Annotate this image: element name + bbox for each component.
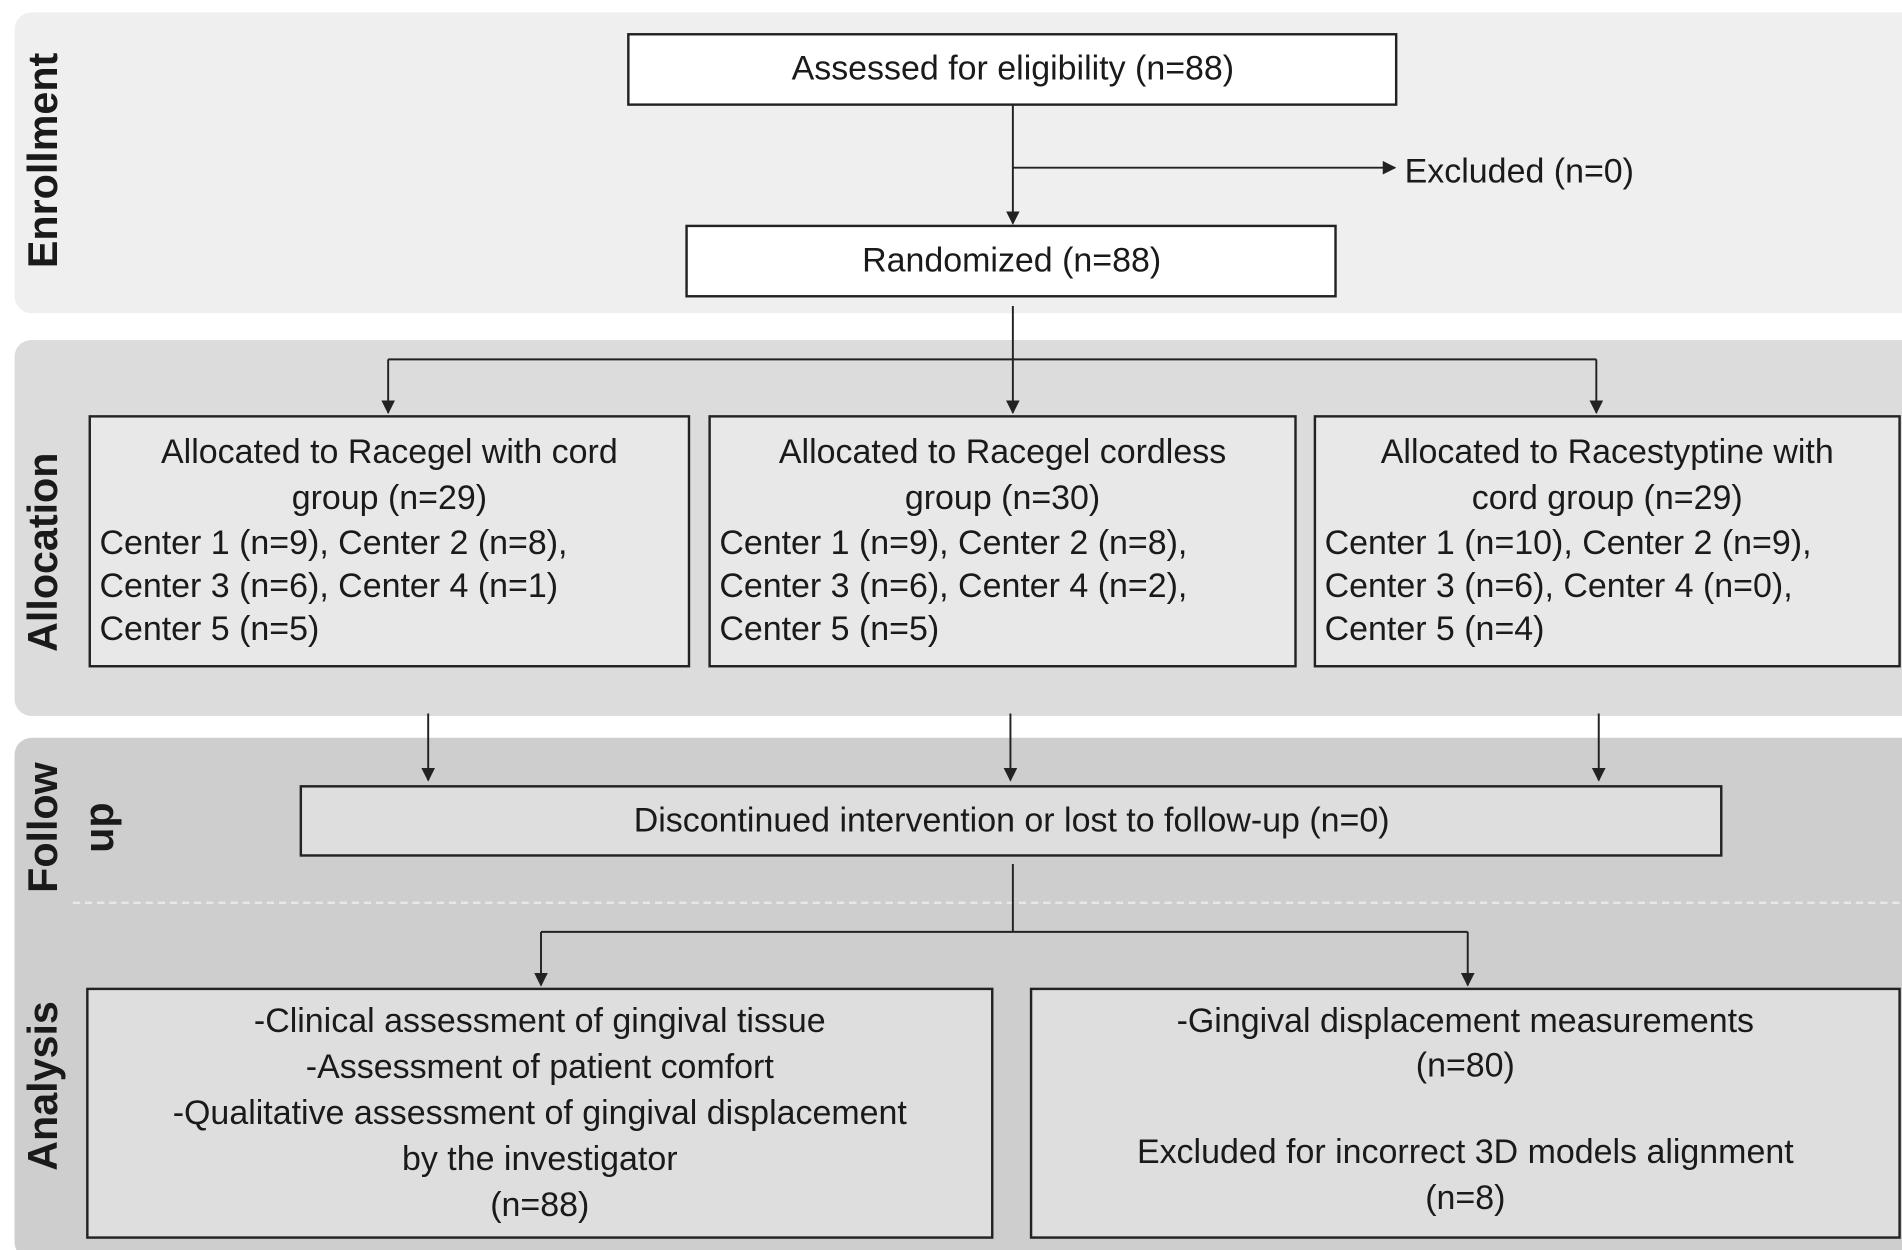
analysis-line: Excluded for incorrect 3D models alignme… — [1137, 1133, 1794, 1171]
allocation-title: Allocated to Racestyptine with — [1381, 433, 1834, 471]
allocation-detail: Center 3 (n=6), Center 4 (n=2), — [719, 567, 1187, 605]
stage-label: Follow — [20, 761, 66, 892]
analysis-box — [1029, 987, 1901, 1239]
analysis-line: -Gingival displacement measurements — [1177, 1002, 1754, 1040]
allocation-detail: Center 5 (n=5) — [99, 610, 319, 648]
allocation-box — [708, 415, 1297, 668]
assessed-box — [627, 33, 1398, 106]
allocation-title: Allocated to Racegel cordless — [779, 433, 1226, 471]
followup-box — [299, 785, 1723, 857]
connectors — [381, 104, 1606, 987]
allocation-box — [88, 415, 691, 668]
assessed-text: Assessed for eligibility (n=88) — [792, 50, 1235, 88]
analysis-line: (n=88) — [490, 1186, 589, 1224]
randomized-box — [685, 224, 1337, 298]
allocation-detail: Center 3 (n=6), Center 4 (n=1) — [99, 567, 558, 605]
analysis-line: -Assessment of patient comfort — [306, 1048, 775, 1086]
excluded-text: Excluded (n=0) — [1405, 153, 1634, 191]
allocation-box — [1313, 415, 1901, 668]
stage-label: up — [76, 802, 122, 852]
allocation-detail: Center 1 (n=9), Center 2 (n=8), — [99, 524, 567, 562]
allocation-detail: Center 1 (n=10), Center 2 (n=9), — [1325, 524, 1812, 562]
allocation-detail: Center 5 (n=4) — [1325, 610, 1545, 648]
analysis-texts: -Clinical assessment of gingival tissue -… — [173, 1002, 1795, 1224]
analysis-line: (n=8) — [1425, 1179, 1505, 1217]
analysis-line: by the investigator — [402, 1140, 678, 1178]
enrollment-band — [14, 12, 1902, 314]
allocation-title: Allocated to Racegel with cord — [161, 433, 618, 471]
allocation-title: group (n=30) — [905, 479, 1100, 517]
allocation-texts: Allocated to Racegel with cord group (n=2… — [99, 433, 1833, 648]
analysis-line: -Qualitative assessment of gingival disp… — [173, 1094, 908, 1132]
allocation-title: cord group (n=29) — [1472, 479, 1743, 517]
allocation-detail: Center 1 (n=9), Center 2 (n=8), — [719, 524, 1187, 562]
stage-label: Allocation — [20, 453, 66, 652]
analysis-line: (n=80) — [1416, 1047, 1515, 1085]
followup-text: Discontinued intervention or lost to fol… — [634, 802, 1390, 840]
allocation-title: group (n=29) — [292, 479, 487, 517]
allocation-detail: Center 5 (n=5) — [719, 610, 939, 648]
analysis-line: -Clinical assessment of gingival tissue — [254, 1002, 826, 1040]
allocation-detail: Center 3 (n=6), Center 4 (n=0), — [1325, 567, 1793, 605]
randomized-text: Randomized (n=88) — [862, 241, 1161, 279]
analysis-box — [86, 987, 994, 1239]
stage-label: Analysis — [20, 1001, 66, 1171]
stage-label: Enrollment — [20, 52, 66, 268]
